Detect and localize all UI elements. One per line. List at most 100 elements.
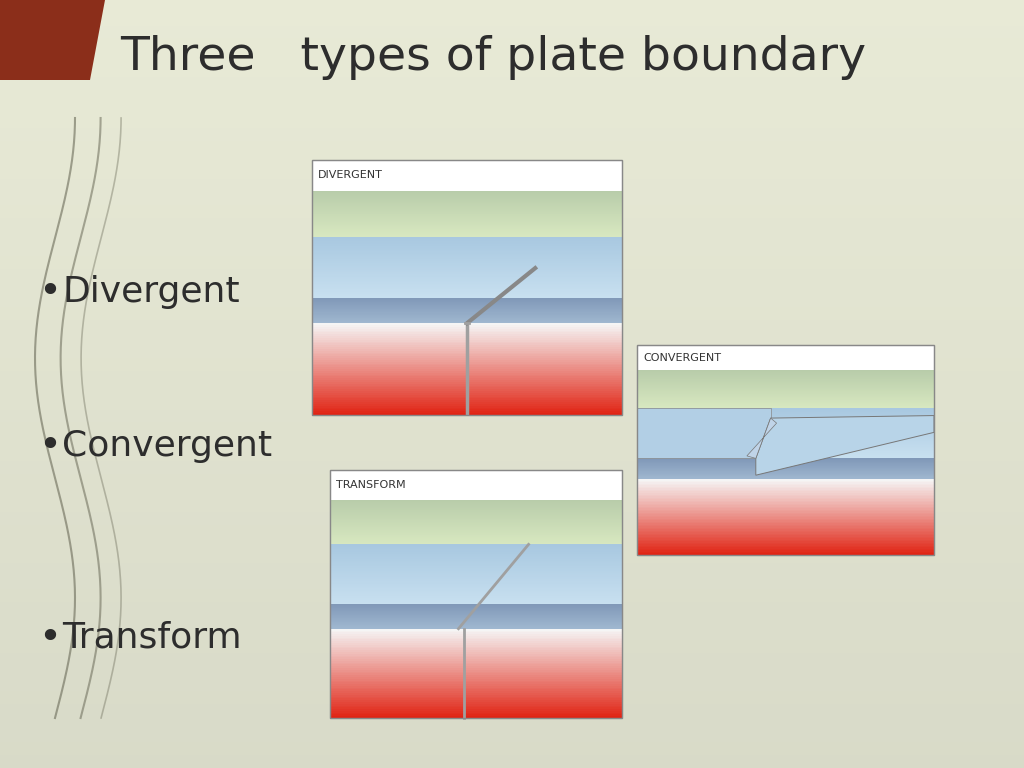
Bar [0, 512, 1024, 525]
Bar [312, 240, 622, 241]
Bar [0, 551, 1024, 563]
Bar [312, 247, 622, 249]
Bar [637, 456, 934, 458]
Bar [0, 730, 1024, 743]
Bar [0, 167, 1024, 179]
Bar [330, 654, 622, 656]
Bar [312, 213, 622, 214]
Bar [637, 482, 934, 484]
Bar [312, 412, 622, 413]
Bar [637, 495, 934, 496]
Bar [330, 707, 622, 709]
Bar [637, 541, 934, 543]
Bar [312, 353, 622, 354]
Bar [637, 433, 934, 434]
Bar [312, 342, 622, 343]
Bar [0, 320, 1024, 333]
Bar [0, 525, 1024, 538]
Bar [312, 235, 622, 236]
Bar [312, 206, 622, 207]
Bar [312, 375, 622, 376]
Bar [330, 643, 622, 645]
Bar [637, 499, 934, 501]
Bar [637, 450, 934, 452]
Bar [312, 200, 622, 202]
Bar [312, 369, 622, 371]
Bar [312, 372, 622, 375]
Bar [312, 250, 622, 251]
Bar [312, 260, 622, 261]
Bar [330, 555, 622, 556]
Bar [312, 231, 622, 232]
Bar [637, 518, 934, 520]
Bar [637, 496, 934, 498]
Bar [330, 645, 622, 647]
Bar [312, 290, 622, 292]
Bar [637, 534, 934, 535]
Bar [637, 488, 934, 490]
Bar [637, 481, 934, 482]
Bar [312, 354, 622, 356]
Bar [330, 593, 622, 594]
Bar [637, 528, 934, 529]
Bar [330, 516, 622, 517]
Bar [330, 512, 622, 513]
Bar [330, 648, 622, 650]
Bar [330, 585, 622, 586]
Bar [312, 218, 622, 219]
Bar [637, 515, 934, 517]
Bar [330, 470, 622, 718]
Bar [330, 521, 622, 522]
Bar [0, 51, 1024, 64]
Bar [637, 492, 934, 493]
Bar [312, 330, 622, 333]
Bar [330, 520, 622, 521]
Bar [330, 558, 622, 560]
Bar [637, 410, 934, 411]
Bar [312, 391, 622, 393]
Bar [330, 580, 622, 581]
Bar [637, 540, 934, 541]
Bar [330, 603, 622, 604]
Bar [330, 631, 622, 632]
Bar [330, 684, 622, 686]
Bar [312, 266, 622, 267]
Bar [637, 345, 934, 555]
Bar [312, 265, 622, 266]
Bar [330, 567, 622, 568]
Bar [330, 536, 622, 538]
Bar [0, 77, 1024, 90]
Text: DIVERGENT: DIVERGENT [318, 170, 383, 180]
Bar [0, 0, 1024, 13]
Bar [637, 493, 934, 495]
Bar [312, 379, 622, 380]
Bar [637, 479, 934, 481]
Bar [0, 205, 1024, 217]
Bar [0, 409, 1024, 422]
Bar [637, 507, 934, 508]
Bar [0, 499, 1024, 512]
Bar [637, 452, 934, 453]
Bar [637, 521, 934, 523]
Bar [0, 397, 1024, 409]
Bar [312, 336, 622, 338]
Bar [637, 427, 934, 429]
Bar [312, 202, 622, 203]
Bar [637, 431, 934, 432]
Bar [312, 243, 622, 244]
Bar [637, 425, 934, 426]
Bar [312, 262, 622, 263]
Bar [330, 553, 622, 554]
Bar [637, 537, 934, 538]
Bar [637, 411, 934, 412]
Bar [330, 522, 622, 523]
Bar [330, 556, 622, 558]
Bar [0, 666, 1024, 678]
Bar [0, 64, 1024, 77]
Bar [312, 400, 622, 402]
Bar [330, 533, 622, 534]
Bar [330, 713, 622, 714]
Bar [637, 414, 934, 415]
Bar [0, 691, 1024, 704]
Bar [0, 589, 1024, 601]
